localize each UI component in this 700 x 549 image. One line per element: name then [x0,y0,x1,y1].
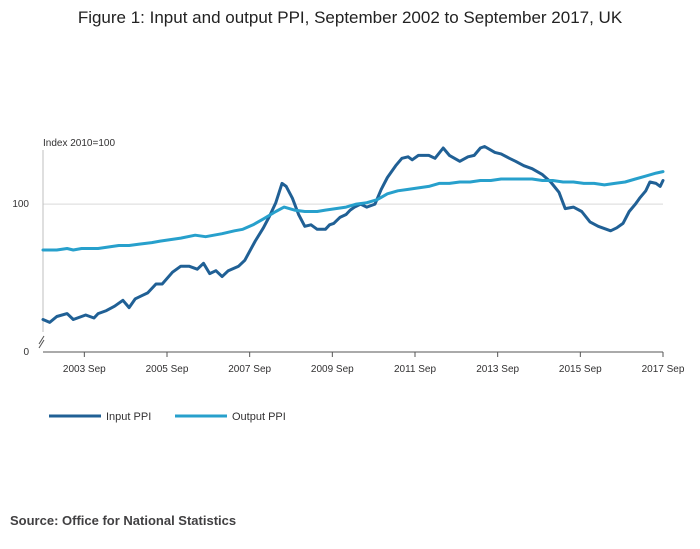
x-tick-label: 2011 Sep [394,364,437,375]
x-tick-label: 2007 Sep [228,364,271,375]
axis-break-mark [38,335,45,345]
x-tick-label: 2015 Sep [559,364,602,375]
y-axis-label: Index 2010=100 [43,138,115,149]
legend-label-output-ppi: Output PPI [232,411,286,423]
legend: Input PPI Output PPI [49,411,286,423]
axes: 0 100 Index 2010=100 2003 Sep 2005 Sep 2007 S… [12,138,685,375]
x-tick-label: 2013 Sep [476,364,519,375]
series-line-output-ppi [41,170,665,252]
x-tick-label: 2017 Sep [642,364,685,375]
y-tick-label: 0 [23,347,29,358]
axis-break-mark [38,339,45,349]
legend-label-input-ppi: Input PPI [106,411,151,423]
x-tick-label: 2009 Sep [311,364,354,375]
x-tick-label: 2005 Sep [146,364,189,375]
y-tick-label: 100 [12,199,29,210]
chart-title: Figure 1: Input and output PPI, Septembe… [77,8,623,27]
source-note: Source: Office for National Statistics [10,513,237,528]
x-tick-label: 2003 Sep [63,364,106,375]
series-lines [41,145,665,324]
series-line-input-ppi [41,145,665,324]
